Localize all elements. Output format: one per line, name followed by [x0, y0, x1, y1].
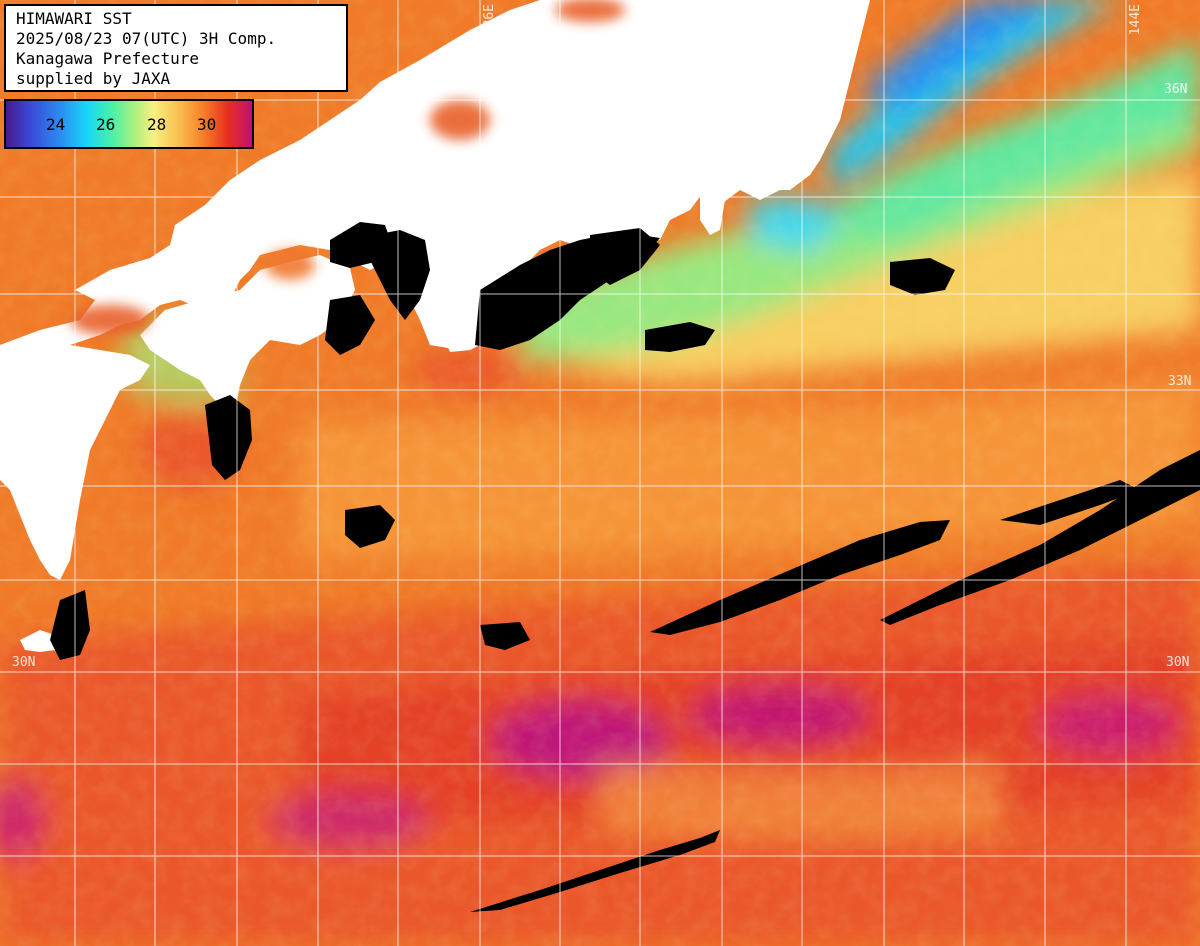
legend-label-24: 24: [46, 115, 66, 134]
info-box: HIMAWARI SST 2025/08/23 07(UTC) 3H Comp.…: [4, 4, 348, 92]
lon-label-144e: 144E: [1128, 4, 1143, 36]
lon-label-136e: 136E: [482, 4, 497, 36]
legend-label-30: 30: [197, 115, 217, 134]
map-title: HIMAWARI SST: [16, 9, 132, 28]
legend-color-bar: [6, 101, 252, 147]
map-supplier: supplied by JAXA: [16, 69, 171, 88]
lat-label-30n-left: 30N: [12, 655, 36, 670]
cloud-masks: [50, 222, 1200, 912]
legend-label-26: 26: [96, 115, 116, 134]
color-legend: 24 26 28 30: [4, 99, 254, 149]
coastal-fringe: [70, 0, 625, 335]
lat-label-30n-right: 30N: [1166, 655, 1190, 670]
lat-label-33n-left: 33N: [8, 374, 32, 389]
lat-label-33n-right: 33N: [1168, 374, 1192, 389]
map-region: Kanagawa Prefecture: [16, 49, 200, 68]
legend-label-28: 28: [147, 115, 167, 134]
map-datetime: 2025/08/23 07(UTC) 3H Comp.: [16, 29, 277, 48]
lat-label-36n: 36N: [1164, 82, 1188, 97]
